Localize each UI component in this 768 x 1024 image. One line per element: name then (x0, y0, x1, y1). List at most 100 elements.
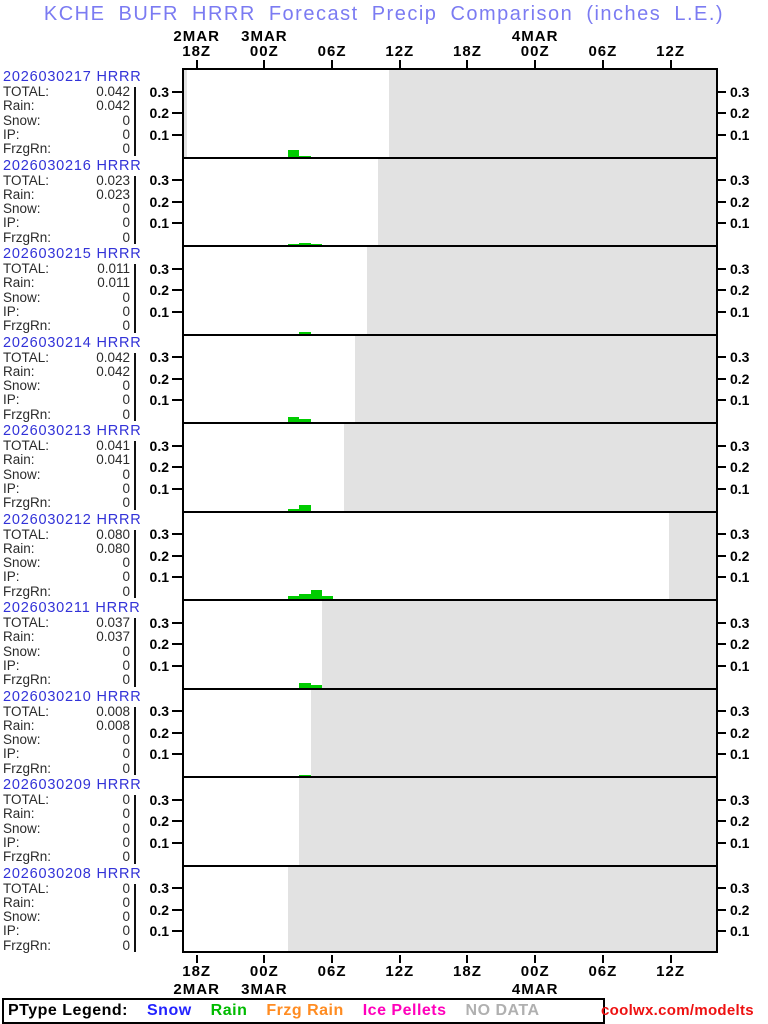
row-value: 0.008 (96, 703, 130, 719)
summary-row-rain: Rain: 0.011 (3, 275, 130, 290)
time-axis-bottom: 18Z 2MAR 00Z 3MAR 06Z 12Z 18Z 00Z 4MAR 06Z 12Z (173, 955, 718, 1000)
time-tick-label: 18Z (453, 963, 482, 980)
row-value: 0 (122, 792, 130, 807)
row-value: 0 (122, 141, 130, 157)
y-tick-right: 0.1 (716, 658, 749, 674)
no-data-region-right (388, 70, 716, 157)
forecast-panel: 2026030211 HRRR TOTAL: 0.037 Rain: 0.037… (0, 599, 768, 688)
row-value: 0.023 (96, 172, 130, 188)
forecast-panel: 2026030208 HRRR TOTAL: 0 Rain: 0 Snow: 0… (0, 864, 768, 953)
row-label: Snow: (3, 909, 41, 925)
tick-dash (172, 908, 182, 911)
summary-row-total: TOTAL: 0 (3, 880, 130, 896)
tick-dash (716, 466, 726, 469)
y-tick-left: 0.3 (150, 792, 182, 808)
summary-row-snow: Snow: 0 (3, 821, 130, 836)
time-tick-label: 12Z (385, 43, 415, 60)
tick-dash (172, 820, 182, 823)
time-tick-label: 00Z (520, 963, 550, 980)
precip-summary: TOTAL: 0.080 Rain: 0.080 Snow: 0 IP: 0 F… (3, 527, 130, 599)
forecast-panel: 2026030216 HRRR TOTAL: 0.023 Rain: 0.023… (0, 156, 768, 245)
panel-info: 2026030213 HRRR TOTAL: 0.041 Rain: 0.041… (0, 422, 182, 511)
summary-bracket-line (134, 883, 136, 952)
row-value: 0 (122, 466, 130, 482)
y-tick-right: 0.3 (716, 703, 749, 719)
y-axis-right: 0.3 0.2 0.1 (716, 511, 768, 600)
y-tick-left: 0.2 (150, 902, 182, 918)
watermark-link[interactable]: coolwx.com/modelts (601, 1002, 754, 1019)
summary-bracket-line (134, 618, 136, 687)
panel-info: 2026030211 HRRR TOTAL: 0.037 Rain: 0.037… (0, 599, 182, 688)
panel-info: 2026030212 HRRR TOTAL: 0.080 Rain: 0.080… (0, 511, 182, 600)
row-label: IP: (3, 303, 20, 319)
time-tick (534, 60, 537, 68)
time-tick-label: 18Z (182, 43, 212, 60)
y-tick-right: 0.3 (716, 792, 749, 808)
tick-dash (172, 664, 182, 667)
tick-dash (172, 289, 182, 292)
y-tick-right: 0.1 (716, 746, 749, 762)
plot-area (182, 864, 718, 953)
date-label: 4MAR (511, 981, 559, 998)
run-label: 2026030214 HRRR (3, 334, 142, 351)
no-data-region-right (288, 866, 716, 951)
summary-row-snow: Snow: 0 (3, 113, 130, 128)
summary-row-frzgrn: FrzgRn: 0 (3, 938, 130, 953)
summary-bracket-line (134, 264, 136, 333)
y-tick-left: 0.2 (150, 105, 182, 121)
rain-bar (299, 504, 311, 511)
summary-row-ip: IP: 0 (3, 481, 130, 496)
tick-dash (716, 643, 726, 646)
row-value: 0 (122, 880, 130, 896)
forecast-panel: 2026030213 HRRR TOTAL: 0.041 Rain: 0.041… (0, 422, 768, 511)
forecast-panel: 2026030215 HRRR TOTAL: 0.011 Rain: 0.011… (0, 245, 768, 334)
tick-dash (172, 554, 182, 557)
summary-row-rain: Rain: 0.042 (3, 364, 130, 379)
row-label: Rain: (3, 629, 35, 645)
chart-title: KCHE BUFR HRRR Forecast Precip Compariso… (43, 3, 725, 25)
summary-bracket-line (134, 441, 136, 510)
time-tick-label: 18Z (453, 43, 482, 60)
row-value: 0 (122, 732, 130, 748)
time-tick-label: 00Z (520, 43, 550, 60)
rain-bar (299, 683, 311, 688)
no-data-region-right (366, 247, 716, 334)
tick-dash (172, 487, 182, 490)
y-tick-right: 0.1 (716, 835, 749, 851)
row-label: IP: (3, 126, 20, 142)
y-tick-left: 0.1 (150, 835, 182, 851)
row-label: Rain: (3, 806, 35, 822)
row-value: 0 (122, 894, 130, 910)
row-value: 0 (122, 657, 130, 673)
row-value: 0 (122, 289, 130, 305)
y-axis-right: 0.3 0.2 0.1 (716, 599, 768, 688)
row-value: 0 (122, 923, 130, 939)
row-label: Snow: (3, 555, 41, 571)
row-label: TOTAL: (3, 349, 50, 365)
time-tick-label: 06Z (588, 43, 618, 60)
summary-row-rain: Rain: 0.023 (3, 187, 130, 202)
summary-row-frzgrn: FrzgRn: 0 (3, 318, 130, 333)
tick-dash (172, 533, 182, 536)
run-label: 2026030211 HRRR (3, 600, 141, 616)
tick-dash (172, 267, 182, 270)
tick-dash (172, 179, 182, 182)
precip-summary: TOTAL: 0 Rain: 0 Snow: 0 IP: 0 FrzgRn: (3, 792, 130, 864)
tick-dash (716, 179, 726, 182)
tick-dash (716, 621, 726, 624)
y-tick-right: 0.2 (716, 725, 749, 741)
rain-bar (299, 242, 311, 245)
summary-bracket-line (134, 795, 136, 864)
panel-info: 2026030215 HRRR TOTAL: 0.011 Rain: 0.011… (0, 245, 182, 334)
precip-summary: TOTAL: 0.008 Rain: 0.008 Snow: 0 IP: 0 F… (3, 703, 130, 776)
summary-row-rain: Rain: 0.037 (3, 629, 130, 645)
summary-row-snow: Snow: 0 (3, 644, 130, 659)
summary-row-total: TOTAL: 0 (3, 792, 130, 807)
time-tick (263, 955, 266, 963)
tick-dash (172, 377, 182, 380)
tick-dash (172, 90, 182, 93)
y-axis-right: 0.3 0.2 0.1 (716, 422, 768, 511)
row-value: 0 (122, 746, 130, 762)
date-label: 3MAR (241, 981, 288, 998)
summary-row-total: TOTAL: 0.042 (3, 84, 130, 99)
